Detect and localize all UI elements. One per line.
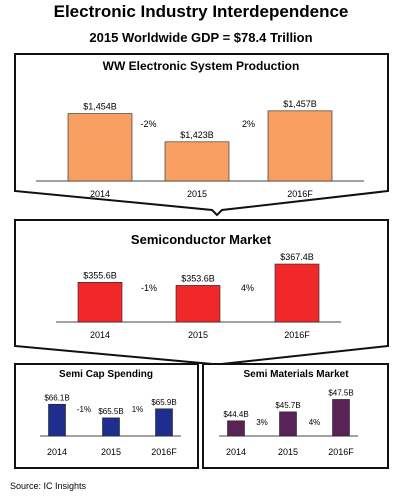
change-label-semi_materials-0: 3% (256, 418, 268, 427)
value-label-semi_cap-2015: $65.5B (98, 407, 123, 416)
bar-semiconductor-2016F (274, 263, 320, 323)
category-label-electronic-2016F: 2016F (287, 189, 313, 199)
charts-layer: WW Electronic System Production $1,454B 20… (36, 59, 364, 457)
category-label-semiconductor-2016F: 2016F (284, 330, 310, 340)
bar-semi_cap-2014 (48, 403, 66, 437)
change-label-semi_cap-0: -1% (77, 405, 91, 414)
category-label-semi_materials-2014: 2014 (226, 447, 246, 457)
bar-electronic-2014 (67, 113, 133, 182)
value-label-semiconductor-2016F: $367.4B (280, 252, 314, 262)
value-label-electronic-2015: $1,423B (180, 130, 214, 140)
chart-title-semi_materials: Semi Materials Market (243, 369, 349, 380)
change-label-electronic-0: -2% (140, 119, 156, 129)
value-label-semiconductor-2015: $353.6B (181, 273, 215, 283)
change-label-semi_cap-1: 1% (132, 405, 144, 414)
value-label-electronic-2016F: $1,457B (283, 99, 317, 109)
value-label-semi_materials-2014: $44.4B (223, 410, 248, 419)
main-title: Electronic Industry Interdependence (54, 2, 349, 21)
value-label-semi_materials-2016F: $47.5B (328, 388, 353, 397)
bar-semi_materials-2014 (227, 420, 245, 437)
bar-semiconductor-2014 (77, 282, 123, 323)
change-label-semi_materials-1: 4% (309, 418, 321, 427)
category-label-semi_cap-2016F: 2016F (151, 447, 177, 457)
source-note: Source: IC Insights (10, 481, 87, 491)
bar-semi_cap-2016F (155, 408, 173, 437)
bar-semi_materials-2016F (332, 399, 350, 437)
change-label-semiconductor-0: -1% (141, 283, 157, 293)
category-label-semiconductor-2015: 2015 (188, 330, 208, 340)
subtitle: 2015 Worldwide GDP = $78.4 Trillion (89, 30, 312, 45)
value-label-semi_cap-2016F: $65.9B (151, 398, 176, 407)
category-label-electronic-2014: 2014 (90, 189, 110, 199)
bar-electronic-2015 (164, 141, 230, 182)
category-label-electronic-2015: 2015 (187, 189, 207, 199)
chart-title-semi_cap: Semi Cap Spending (59, 369, 153, 380)
category-label-semi_materials-2016F: 2016F (328, 447, 354, 457)
bar-semiconductor-2015 (175, 285, 221, 323)
value-label-semi_materials-2015: $45.7B (275, 401, 300, 410)
chart-title-semiconductor: Semiconductor Market (131, 232, 272, 247)
category-label-semiconductor-2014: 2014 (90, 330, 110, 340)
category-label-semi_cap-2015: 2015 (101, 447, 121, 457)
bar-semi_cap-2015 (102, 417, 120, 437)
value-label-semi_cap-2014: $66.1B (44, 393, 69, 402)
value-label-electronic-2014: $1,454B (83, 102, 117, 112)
category-label-semi_materials-2015: 2015 (278, 447, 298, 457)
bar-electronic-2016F (267, 110, 333, 182)
change-label-electronic-1: 2% (242, 119, 255, 129)
value-label-semiconductor-2014: $355.6B (83, 270, 117, 280)
change-label-semiconductor-1: 4% (241, 283, 254, 293)
category-label-semi_cap-2014: 2014 (47, 447, 67, 457)
bar-semi_materials-2015 (279, 411, 297, 437)
chart-title-electronic: WW Electronic System Production (103, 59, 300, 73)
